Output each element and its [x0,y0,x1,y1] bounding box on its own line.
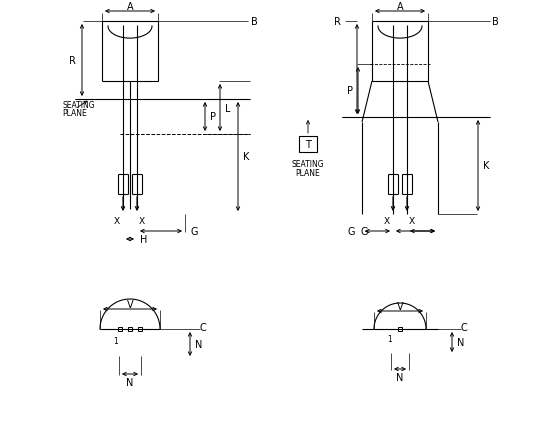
Text: A: A [127,2,133,12]
Text: A: A [397,2,403,12]
Text: N: N [126,377,134,387]
Bar [299,137,317,153]
Text: B: B [492,17,499,27]
Text: G: G [190,227,197,236]
Text: V: V [397,301,403,311]
Text: T: T [305,140,311,150]
Text: SEATING: SEATING [62,101,95,110]
Text: X: X [114,217,120,226]
Bar [118,327,122,331]
Text: G: G [360,227,368,236]
Text: X: X [409,217,415,226]
Text: V: V [127,299,133,309]
Text: C: C [199,322,207,332]
Text: 1: 1 [114,337,118,345]
Text: C: C [461,322,467,332]
Text: N: N [396,372,404,382]
Bar [398,327,402,331]
Text: B: B [251,17,258,27]
Text: P: P [210,112,216,122]
Text: R: R [69,56,76,66]
Text: PLANE: PLANE [62,109,87,118]
Text: X: X [139,217,145,226]
Bar [128,327,132,331]
Text: PLANE: PLANE [296,169,320,178]
Text: K: K [243,152,250,162]
Text: K: K [483,161,489,171]
Text: 1: 1 [387,335,392,344]
Text: L: L [225,103,230,113]
Text: R: R [334,17,341,27]
Text: X: X [384,217,390,226]
Text: H: H [140,234,147,245]
Text: G: G [348,227,355,236]
Text: N: N [195,339,202,349]
Text: P: P [347,86,353,96]
Text: SEATING: SEATING [291,160,325,169]
Text: N: N [457,337,464,347]
Bar [138,327,142,331]
